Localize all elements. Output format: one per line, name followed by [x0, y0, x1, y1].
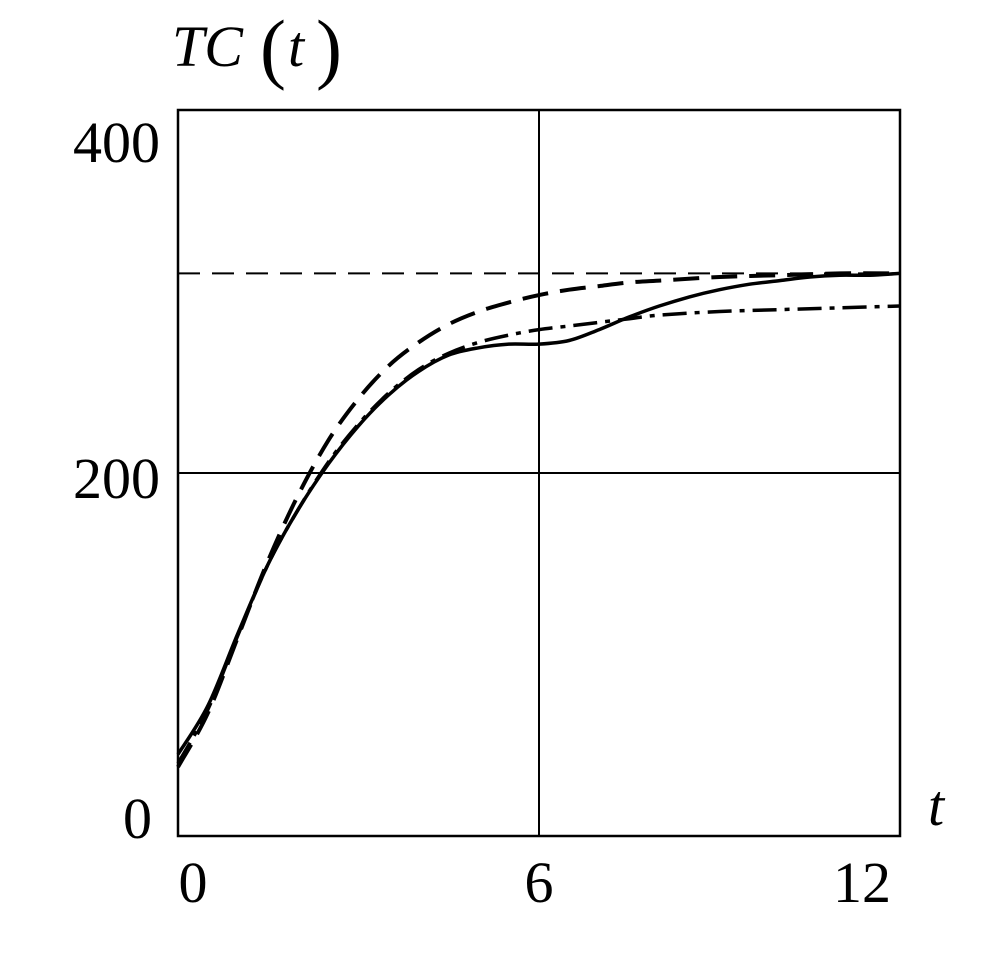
x-tick-label-6: 6 — [525, 850, 554, 915]
y-tick-label-200: 200 — [73, 446, 160, 511]
x-tick-label-12: 12 — [833, 850, 891, 915]
x-tick-label-0: 0 — [179, 850, 208, 915]
y-axis-label-func: TC — [172, 14, 244, 79]
y-axis-label-open-paren: ( — [260, 4, 286, 91]
y-tick-label-400: 400 — [73, 110, 160, 175]
y-axis-label-close-paren: ) — [316, 4, 342, 91]
y-axis-label-arg: t — [288, 14, 306, 79]
series-dashed-line — [176, 271, 901, 768]
x-axis-label: t — [928, 773, 946, 838]
y-tick-label-0: 0 — [123, 786, 152, 851]
series-dashdot-line — [176, 304, 901, 765]
